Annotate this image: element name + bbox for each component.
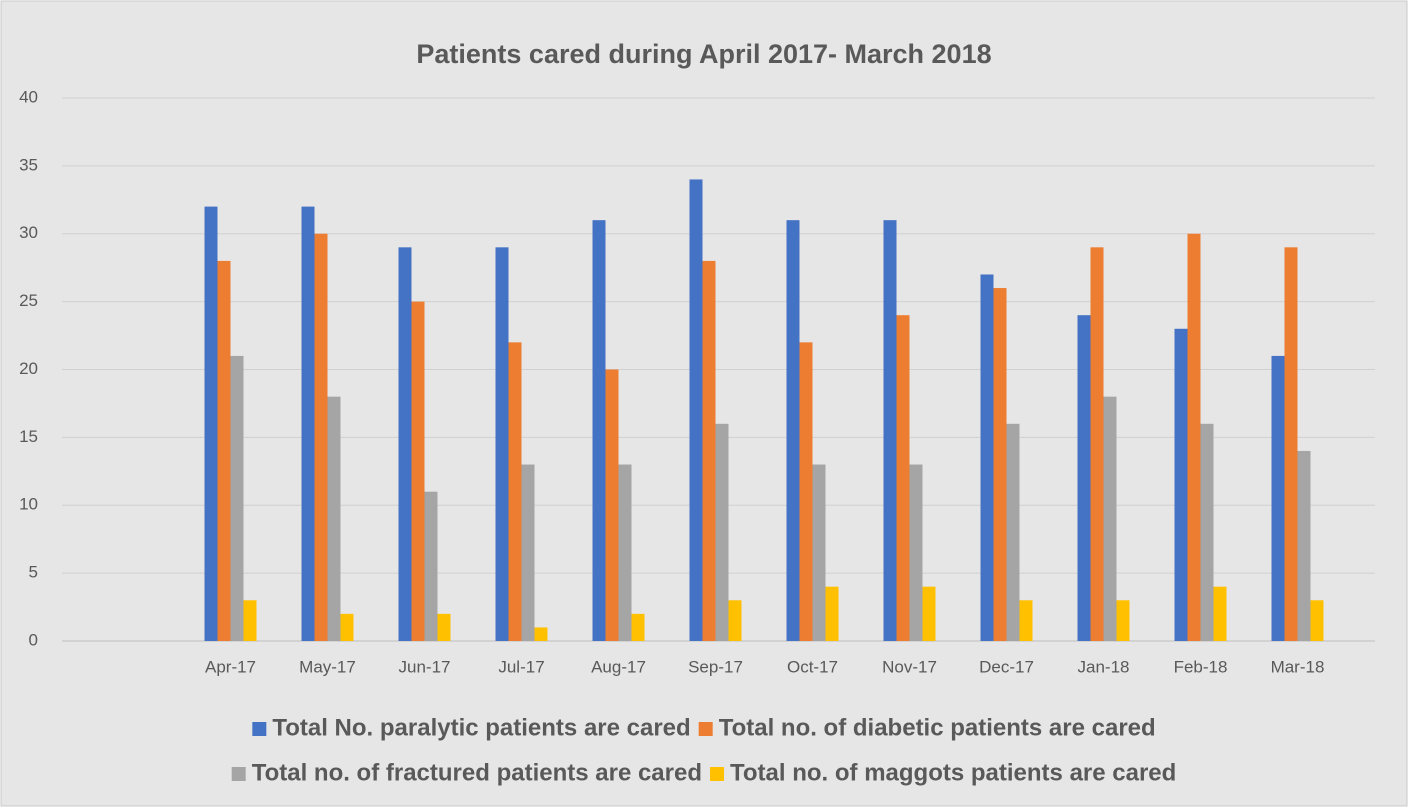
y-tick-label: 25 (19, 291, 38, 310)
y-tick-label: 15 (19, 427, 38, 446)
bar (618, 464, 632, 641)
bar (327, 396, 341, 641)
bar (314, 233, 328, 641)
bar (689, 179, 703, 641)
bar (715, 423, 729, 641)
bar (340, 613, 354, 641)
y-tick-label: 5 (29, 563, 38, 582)
bar (786, 220, 800, 642)
bar (631, 613, 645, 641)
bar (1200, 423, 1214, 641)
bar (812, 464, 826, 641)
bar (922, 586, 936, 641)
x-tick-label: Jul-17 (498, 657, 544, 676)
bar (243, 600, 257, 641)
legend-label: Total No. paralytic patients are cared (272, 714, 690, 741)
bar (204, 206, 218, 641)
bar (980, 274, 994, 641)
bar (1284, 247, 1298, 641)
bar (1077, 315, 1091, 641)
bar (1310, 600, 1324, 641)
bar (896, 315, 910, 641)
bar (301, 206, 315, 641)
bar (437, 613, 451, 641)
bar (1174, 328, 1188, 641)
chart-title: Patients cared during April 2017- March … (416, 39, 991, 69)
x-tick-label: Mar-18 (1271, 657, 1325, 676)
legend-label: Total no. of maggots patients are cared (730, 759, 1176, 786)
bar (230, 355, 244, 641)
x-tick-label: Sep-17 (688, 657, 743, 676)
bar (398, 247, 412, 641)
bar (217, 260, 231, 641)
x-tick-label: Feb-18 (1174, 657, 1228, 676)
bar (1103, 396, 1117, 641)
bar (702, 260, 716, 641)
y-tick-label: 40 (19, 87, 38, 106)
bar (592, 220, 606, 642)
bar (1006, 423, 1020, 641)
legend-label: Total no. of fractured patients are care… (252, 759, 702, 786)
bar (909, 464, 923, 641)
bar (883, 220, 897, 642)
bar (799, 342, 813, 641)
bar (728, 600, 742, 641)
y-tick-label: 35 (19, 155, 38, 174)
bar (1116, 600, 1130, 641)
x-tick-label: Jan-18 (1078, 657, 1130, 676)
bar (1213, 586, 1227, 641)
legend-label: Total no. of diabetic patients are cared (719, 714, 1156, 741)
x-tick-label: Aug-17 (591, 657, 646, 676)
x-tick-label: Nov-17 (882, 657, 937, 676)
x-tick-label: Oct-17 (787, 657, 838, 676)
bar (508, 342, 522, 641)
x-tick-label: Apr-17 (205, 657, 256, 676)
legend-swatch (231, 767, 246, 781)
bar (993, 288, 1007, 641)
bar (424, 491, 438, 641)
bar (534, 627, 548, 641)
legend-swatch (252, 722, 267, 736)
bar (1019, 600, 1033, 641)
bar (1297, 450, 1311, 641)
bar (1187, 233, 1201, 641)
x-tick-label: Dec-17 (979, 657, 1034, 676)
y-tick-label: 30 (19, 223, 38, 242)
y-tick-label: 0 (29, 630, 38, 649)
legend-swatch (698, 722, 713, 736)
bar (521, 464, 535, 641)
bar (495, 247, 509, 641)
x-tick-label: May-17 (299, 657, 356, 676)
bar (1090, 247, 1104, 641)
y-tick-label: 20 (19, 359, 38, 378)
bar (605, 369, 619, 641)
bar (825, 586, 839, 641)
legend-swatch (710, 767, 725, 781)
bar (411, 301, 425, 641)
x-tick-label: Jun-17 (399, 657, 451, 676)
y-tick-label: 10 (19, 495, 38, 514)
bar (1271, 355, 1285, 641)
